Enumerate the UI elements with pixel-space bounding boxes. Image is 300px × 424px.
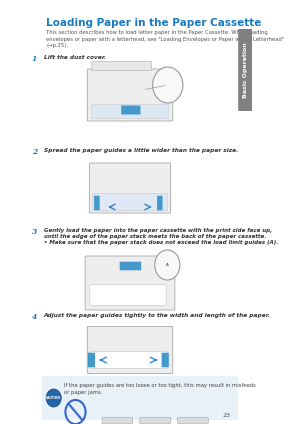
FancyBboxPatch shape	[87, 69, 173, 121]
FancyBboxPatch shape	[87, 326, 173, 374]
Text: 23: 23	[223, 413, 231, 418]
FancyBboxPatch shape	[92, 104, 168, 118]
Text: 3: 3	[32, 228, 37, 236]
FancyBboxPatch shape	[92, 193, 168, 210]
Text: CAUTION: CAUTION	[46, 396, 61, 400]
Text: Lift the dust cover.: Lift the dust cover.	[44, 55, 106, 60]
FancyBboxPatch shape	[120, 262, 141, 271]
Text: 2: 2	[32, 148, 37, 156]
FancyBboxPatch shape	[121, 106, 140, 114]
FancyBboxPatch shape	[102, 418, 133, 423]
Text: If the paper guides are too loose or too tight, this may result in misfeeds
or p: If the paper guides are too loose or too…	[64, 383, 256, 395]
FancyBboxPatch shape	[92, 61, 152, 70]
Text: 4: 4	[32, 313, 37, 321]
Text: This section describes how to load letter paper in the Paper Cassette. When load: This section describes how to load lette…	[46, 30, 284, 48]
Text: 1: 1	[32, 55, 37, 63]
FancyBboxPatch shape	[42, 376, 238, 420]
FancyBboxPatch shape	[88, 353, 95, 367]
FancyBboxPatch shape	[89, 163, 171, 213]
FancyBboxPatch shape	[85, 256, 175, 310]
FancyBboxPatch shape	[162, 353, 169, 367]
Text: Adjust the paper guides tightly to the width and length of the paper.: Adjust the paper guides tightly to the w…	[44, 313, 271, 318]
Text: Spread the paper guides a little wider than the paper size.: Spread the paper guides a little wider t…	[44, 148, 238, 153]
Text: Basic Operation: Basic Operation	[243, 42, 248, 98]
Text: A: A	[166, 263, 169, 267]
Circle shape	[153, 67, 183, 103]
FancyBboxPatch shape	[157, 196, 163, 210]
FancyBboxPatch shape	[90, 351, 166, 368]
FancyBboxPatch shape	[140, 418, 170, 423]
FancyBboxPatch shape	[238, 29, 253, 111]
Circle shape	[155, 250, 180, 280]
FancyBboxPatch shape	[94, 196, 100, 210]
Text: Loading Paper in the Paper Cassette: Loading Paper in the Paper Cassette	[46, 18, 262, 28]
FancyBboxPatch shape	[178, 418, 208, 423]
Text: Gently load the paper into the paper cassette with the print side face up,
until: Gently load the paper into the paper cas…	[44, 228, 278, 245]
FancyBboxPatch shape	[90, 285, 166, 306]
Circle shape	[46, 389, 61, 407]
